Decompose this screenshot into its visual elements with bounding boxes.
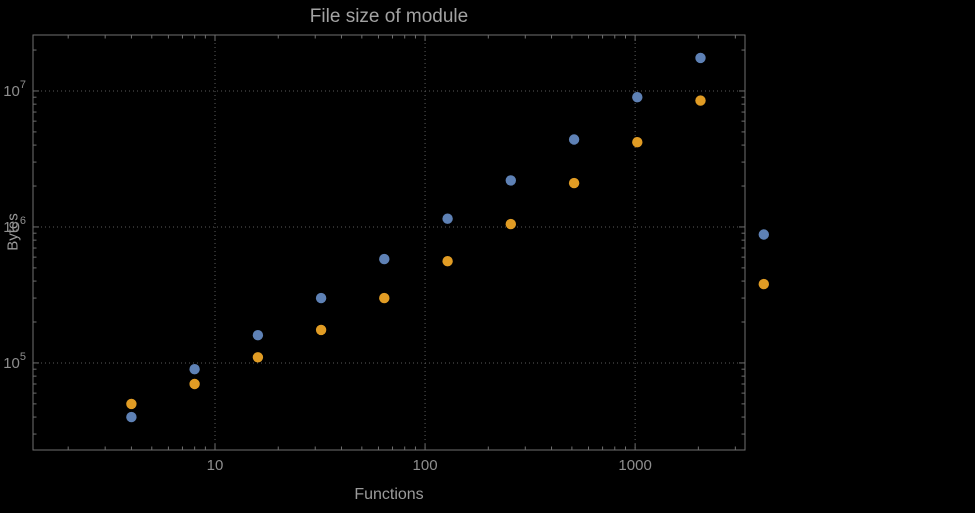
- data-point-orange: [568, 177, 580, 189]
- y-tick-label: 107: [3, 79, 26, 100]
- x-tick-label: 10: [207, 457, 224, 474]
- data-point-blue: [695, 52, 706, 64]
- y-tick-label: 106: [3, 215, 26, 236]
- data-point-blue: [758, 229, 769, 240]
- data-point-orange: [632, 137, 643, 148]
- data-point-blue: [189, 364, 200, 375]
- data-point-blue: [505, 175, 516, 186]
- data-point-orange: [315, 324, 327, 336]
- plot-frame: [32, 34, 746, 451]
- data-point-blue: [315, 292, 327, 304]
- data-point-orange: [758, 278, 769, 290]
- data-point-blue: [442, 213, 453, 224]
- data-point-orange: [379, 292, 390, 304]
- data-point-blue: [126, 411, 137, 423]
- data-point-orange: [442, 256, 453, 267]
- data-point-orange: [126, 398, 137, 410]
- chart-title: File size of module: [309, 6, 469, 27]
- data-point-orange: [252, 352, 264, 363]
- x-tick-label: 100: [413, 457, 438, 474]
- data-point-blue: [632, 92, 643, 103]
- data-point-blue: [568, 134, 580, 145]
- data-point-blue: [252, 330, 264, 341]
- data-point-orange: [695, 95, 706, 106]
- data-point-blue: [379, 253, 390, 265]
- y-tick-label: 105: [3, 351, 26, 372]
- x-axis-label: Functions: [354, 486, 424, 503]
- data-point-orange: [505, 218, 516, 230]
- x-tick-label: 1000: [618, 457, 651, 474]
- data-point-orange: [189, 378, 200, 390]
